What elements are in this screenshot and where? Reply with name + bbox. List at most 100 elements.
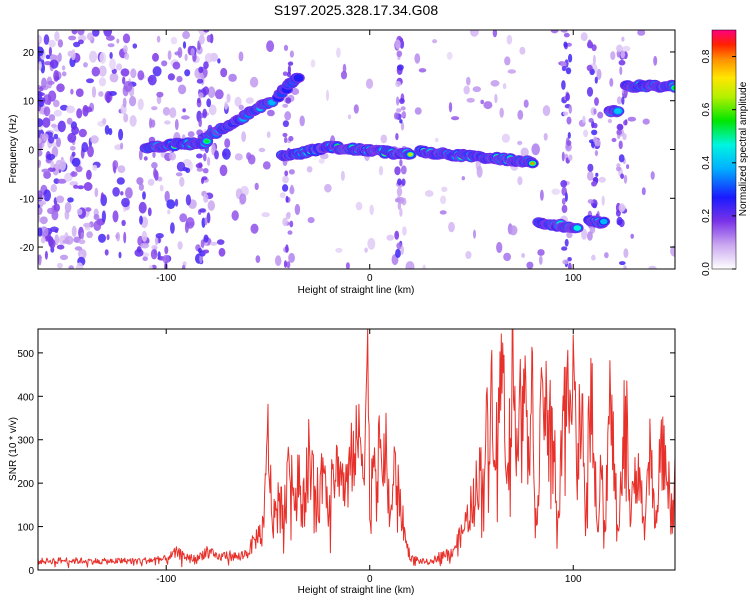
spectrogram-noise-blob xyxy=(112,210,119,223)
spectrogram-noise-streak xyxy=(400,245,404,255)
spectrogram-noise-blob xyxy=(517,140,523,146)
spectrogram-noise-blob xyxy=(168,152,176,161)
spectrogram-noise-blob xyxy=(53,99,60,108)
spectrogram-noise-blob xyxy=(258,147,266,153)
spectrogram-noise-blob xyxy=(492,30,498,38)
spectrogram-noise-streak xyxy=(564,238,569,247)
spectrogram-noise-blob xyxy=(115,231,121,242)
spectrogram-noise-streak xyxy=(198,66,204,74)
spectrogram-noise-streak xyxy=(196,78,204,84)
spectrogram-noise-blob xyxy=(98,65,107,77)
spectrogram-noise-blob xyxy=(38,92,45,97)
spectrogram-ytick-label: 20 xyxy=(23,48,35,59)
spectrogram-noise-blob xyxy=(503,252,511,262)
spectrogram-noise-blob xyxy=(43,106,51,117)
colorbar-tick-label: 0.2 xyxy=(701,209,712,223)
spectrogram-noise-blob xyxy=(41,77,47,89)
spectrogram-noise-blob xyxy=(185,167,191,173)
spectrogram-noise-streak xyxy=(561,197,566,205)
spectrogram-noise-streak xyxy=(618,203,625,213)
spectrogram-noise-blob xyxy=(504,56,511,66)
spectrogram-noise-blob xyxy=(162,254,170,264)
spectrogram-noise-streak xyxy=(395,80,401,88)
spectrogram-noise-streak xyxy=(591,254,596,261)
spectrogram-noise-blob xyxy=(69,181,79,186)
spectrogram-noise-blob xyxy=(38,61,42,70)
spectrogram-noise-streak xyxy=(588,118,594,123)
spectrogram-noise-streak xyxy=(285,212,291,220)
spectrogram-noise-streak xyxy=(594,139,601,147)
spectrogram-noise-blob xyxy=(217,58,221,64)
spectrogram-noise-blob xyxy=(472,86,481,93)
spectrogram-noise-streak xyxy=(594,150,599,157)
spectrogram-noise-blob xyxy=(122,76,126,85)
spectrogram-noise-blob xyxy=(490,80,500,87)
spectrogram-noise-blob xyxy=(150,119,156,128)
spectrogram-noise-blob xyxy=(141,230,148,242)
spectrogram-noise-blob xyxy=(100,192,104,200)
spectrogram-noise-blob xyxy=(123,231,127,244)
spectrogram-noise-blob xyxy=(118,128,124,141)
spectrogram-noise-blob xyxy=(641,187,646,196)
spectrogram-noise-blob xyxy=(466,76,471,86)
spectrogram-noise-blob xyxy=(224,138,231,149)
spectrogram-noise-streak xyxy=(285,97,292,104)
spectrogram-noise-blob xyxy=(76,262,84,269)
spectrogram-noise-blob xyxy=(517,109,524,120)
spectrogram-noise-blob xyxy=(181,115,190,120)
spectrogram-noise-blob xyxy=(73,184,79,189)
colorbar-tick-label: 0.6 xyxy=(701,102,712,116)
spectrogram-noise-blob xyxy=(414,107,422,115)
spectrogram-ridge-mark xyxy=(408,153,412,156)
spectrogram-noise-blob xyxy=(167,50,172,61)
spectrogram-noise-streak xyxy=(203,249,210,254)
spectrogram-noise-blob xyxy=(261,212,270,218)
snr-xtick-label: 100 xyxy=(565,574,582,585)
spectrogram-noise-blob xyxy=(38,227,43,237)
spectrogram-noise-blob xyxy=(179,213,188,223)
spectrogram-noise-blob xyxy=(157,176,163,182)
colorbar-label: Normalized spectral amplitude xyxy=(738,81,749,216)
spectrogram-noise-streak xyxy=(592,177,599,183)
spectrogram-noise-blob xyxy=(473,229,476,239)
spectrogram-noise-blob xyxy=(551,188,560,195)
spectrogram-noise-streak xyxy=(587,163,594,172)
spectrogram-noise-streak xyxy=(562,259,569,265)
spectrogram-noise-blob xyxy=(143,156,148,161)
spectrogram-noise-blob xyxy=(405,261,415,269)
snr-ytick-label: 300 xyxy=(17,436,34,447)
spectrogram-noise-streak xyxy=(561,80,566,90)
spectrogram-noise-blob xyxy=(43,170,51,179)
spectrogram-noise-blob xyxy=(367,237,376,250)
spectrogram-noise-blob xyxy=(116,63,123,71)
spectrogram-noise-streak xyxy=(564,192,568,202)
spectrogram-noise-streak xyxy=(621,36,625,42)
spectrogram-noise-streak xyxy=(399,208,403,217)
spectrogram-noise-blob xyxy=(509,225,518,236)
snr-series-line xyxy=(38,329,675,569)
spectrogram-noise-blob xyxy=(275,255,282,267)
spectrogram-noise-blob xyxy=(637,30,646,36)
spectrogram-noise-blob xyxy=(206,34,212,43)
spectrogram-noise-blob xyxy=(112,187,120,197)
spectrogram-noise-blob xyxy=(582,115,586,124)
spectrogram-noise-blob xyxy=(494,93,498,104)
spectrogram-noise-blob xyxy=(137,70,145,81)
spectrogram-noise-blob xyxy=(92,164,98,171)
spectrogram-noise-blob xyxy=(170,36,178,45)
spectrogram-noise-blob xyxy=(90,135,99,144)
spectrogram-noise-streak xyxy=(202,86,209,96)
spectrogram-noise-blob xyxy=(208,104,217,116)
spectrogram-noise-blob xyxy=(622,45,631,52)
spectrogram-noise-streak xyxy=(203,30,210,33)
spectrogram-noise-streak xyxy=(203,61,209,69)
spectrogram-noise-blob xyxy=(107,43,115,48)
spectrogram-noise-blob xyxy=(108,91,117,96)
spectrogram-noise-blob xyxy=(182,41,187,49)
spectrogram-noise-blob xyxy=(176,161,186,172)
spectrogram-noise-streak xyxy=(560,180,568,188)
spectrogram-noise-streak xyxy=(592,54,596,65)
spectrogram-noise-blob xyxy=(73,41,81,48)
spectrogram-ytick-label: 10 xyxy=(23,97,35,108)
